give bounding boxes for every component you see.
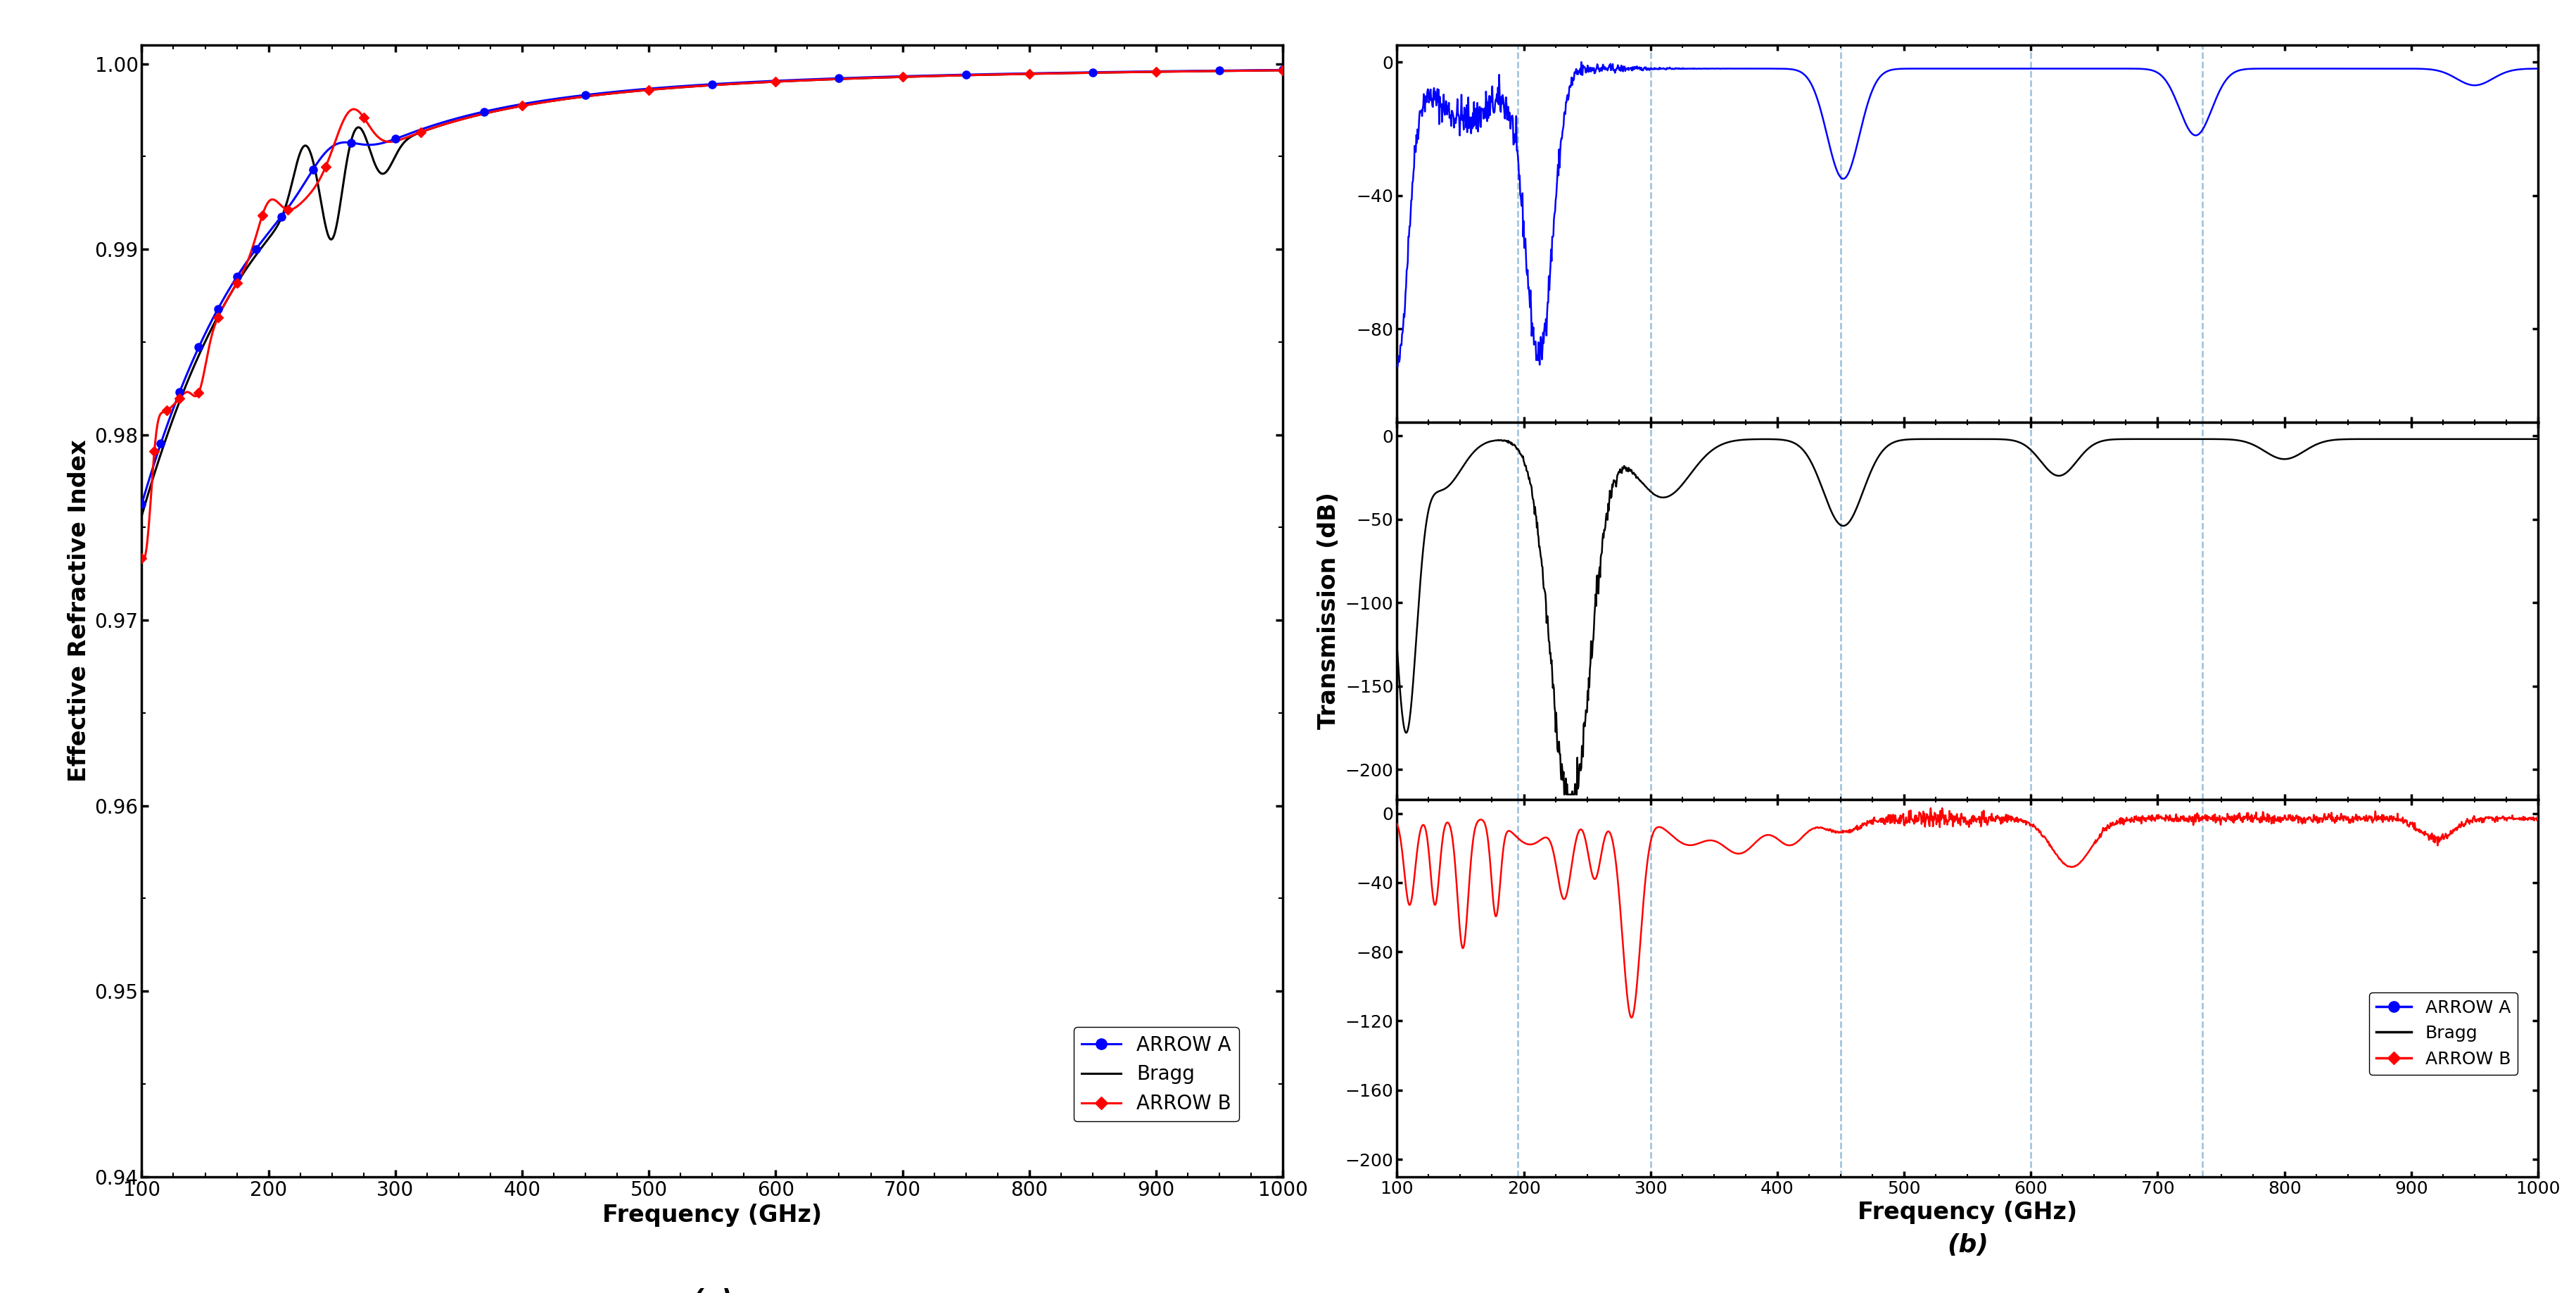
Y-axis label: Transmission (dB): Transmission (dB) bbox=[1316, 493, 1340, 729]
X-axis label: Frequency (GHz): Frequency (GHz) bbox=[1857, 1201, 2076, 1224]
Text: (b): (b) bbox=[1947, 1234, 1989, 1257]
Legend: ARROW A, Bragg, ARROW B: ARROW A, Bragg, ARROW B bbox=[2367, 992, 2517, 1074]
Text: (a): (a) bbox=[693, 1288, 732, 1293]
X-axis label: Frequency (GHz): Frequency (GHz) bbox=[603, 1204, 822, 1227]
Legend: ARROW A, Bragg, ARROW B: ARROW A, Bragg, ARROW B bbox=[1074, 1027, 1239, 1121]
Y-axis label: Effective Refractive Index: Effective Refractive Index bbox=[67, 440, 90, 782]
